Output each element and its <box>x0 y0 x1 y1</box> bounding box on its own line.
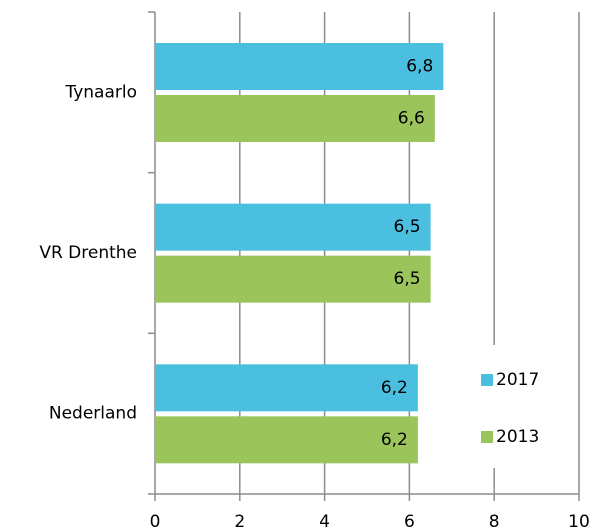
legend-label: 2013 <box>496 427 539 447</box>
x-tick-label: 2 <box>234 512 245 531</box>
bar <box>155 95 435 142</box>
value-label: 6,2 <box>381 378 408 398</box>
y-tick-label: Tynaarlo <box>64 82 137 102</box>
x-tick-label: 8 <box>489 512 500 531</box>
legend-swatch <box>481 374 493 386</box>
legend-background <box>470 345 570 468</box>
x-tick-label: 10 <box>568 512 590 531</box>
legend-label: 2017 <box>496 370 539 390</box>
y-tick-label: VR Drenthe <box>39 243 137 263</box>
value-label: 6,5 <box>394 269 421 289</box>
bar <box>155 203 431 251</box>
value-label: 6,8 <box>406 57 433 77</box>
x-tick-label: 0 <box>150 512 161 531</box>
bar <box>155 43 444 90</box>
value-label: 6,2 <box>381 430 408 450</box>
legend-swatch <box>481 431 493 443</box>
value-label: 6,5 <box>394 217 421 237</box>
value-label: 6,6 <box>398 109 425 129</box>
bar <box>155 416 418 464</box>
bar <box>155 364 418 412</box>
x-tick-label: 6 <box>404 512 415 531</box>
bar <box>155 255 431 303</box>
x-tick-label: 4 <box>319 512 330 531</box>
y-tick-label: Nederland <box>49 404 137 424</box>
